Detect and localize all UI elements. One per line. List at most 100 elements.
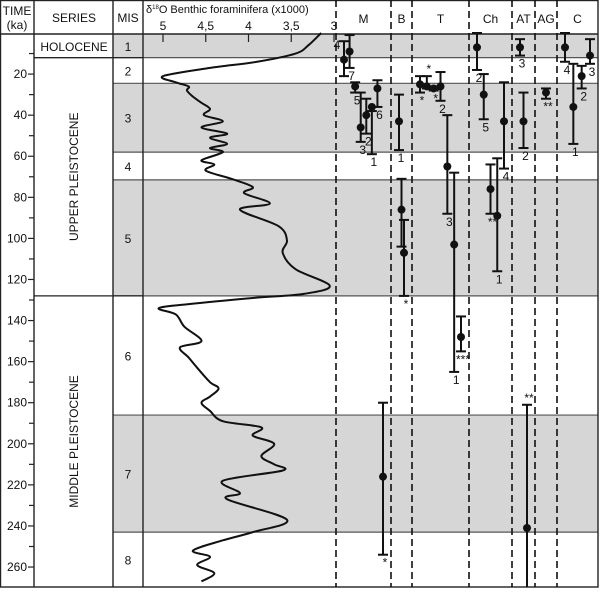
range-point [340,55,348,64]
time-tick-label: 240 [7,519,27,533]
range-label: 1 [371,155,378,169]
isotope-tick-label: 4,5 [197,19,214,33]
range-point [450,240,459,249]
range-point [561,43,569,52]
range-point [443,162,452,171]
time-tick-label: 200 [7,437,27,451]
range-point [429,84,438,93]
range-label: 3 [446,215,453,229]
time-tick-label: 220 [7,478,27,492]
range-point [367,102,376,111]
isotope-curve [157,32,331,583]
range-label: 4 [503,170,510,184]
series-label: UPPER PLEISTOCENE [67,113,81,241]
range-point [436,82,445,91]
range-label: 3 [359,143,366,157]
range-label: * [383,556,388,570]
mis-band [113,415,598,533]
time-header: TIME [3,4,32,18]
range-point [351,82,360,91]
range-label: 2 [365,135,372,149]
range-label: ** [524,391,534,405]
taxon-column-header: AG [537,12,554,26]
range-point [356,123,365,132]
range-label: 1 [572,145,579,159]
range-label: 2 [439,102,446,116]
time-tick-label: 60 [14,149,28,163]
mis-label: 5 [125,232,132,246]
range-point [416,80,424,89]
range-label: 4 [564,63,571,77]
range-label: 3 [589,65,596,79]
taxon-column-header: C [573,12,582,26]
isotope-tick-label: 3,5 [283,19,300,33]
time-tick-label: 260 [7,560,27,574]
time-tick-label: 100 [7,231,27,245]
mis-band [113,179,598,296]
range-label: * [433,92,438,106]
range-point [395,117,403,126]
range-label: ** [488,215,498,229]
time-tick-label: 80 [14,190,28,204]
header-row: TIME (ka) SERIES MIS δ18O Benthic forami… [3,4,309,32]
range-label: * [404,297,409,311]
range-point [486,185,495,194]
isotope-tick-label: 3 [331,19,338,33]
range-label: ** [543,100,553,114]
range-point [379,472,387,481]
range-point [516,43,524,52]
mis-band [113,83,598,153]
range-label: 1 [496,272,503,286]
range-label: *** [456,352,470,366]
mis-label: 6 [125,349,132,363]
mis-header: MIS [117,11,138,25]
range-point [523,524,531,533]
range-point [586,51,594,60]
range-point [422,82,431,91]
range-label: 6 [376,108,383,122]
range-label: 2 [522,149,529,163]
time-tick-label: 140 [7,314,27,328]
range-point [479,90,488,99]
taxon-column-header: Ch [483,12,498,26]
time-header-unit: (ka) [7,18,28,32]
range-point [345,47,354,56]
range-label: 2 [580,89,587,103]
range-point [362,111,371,120]
taxon-column-header: B [397,12,405,26]
series-label: HOLOCENE [40,40,107,54]
range-point [500,117,508,126]
isotope-tick-label: 5 [160,19,167,33]
mis-shading [34,34,598,533]
range-label: * [426,62,431,76]
range-label: 7 [348,69,355,83]
axes: 20 40 60 80 100 120 140 160 180 200 220 240 260 5 4,5 4… [7,19,338,574]
series-label: MIDDLE PLEISTOCENE [67,375,81,507]
range-point [373,84,382,93]
time-tick-label: 160 [7,355,27,369]
mis-label: 3 [125,112,132,126]
range-label: * [420,94,425,108]
range-label: 1 [398,151,405,165]
mis-label: 7 [125,468,132,482]
isotope-curve-line [157,32,331,583]
range-label: 5 [482,120,489,134]
time-tick-label: 120 [7,272,27,286]
mis-label: 2 [125,64,132,78]
isotope-tick-label: 4 [245,19,252,33]
range-label: 4 [334,38,341,52]
range-point [519,117,528,126]
mis-label: 4 [125,160,132,174]
taxon-column-header: T [437,12,445,26]
range-point [569,102,578,111]
time-tick-label: 180 [7,396,27,410]
range-point [457,332,465,341]
range-label: 3 [519,57,526,71]
range-label: 5 [354,94,361,108]
isotope-header: δ18O Benthic foraminifera (x1000) [146,4,309,16]
